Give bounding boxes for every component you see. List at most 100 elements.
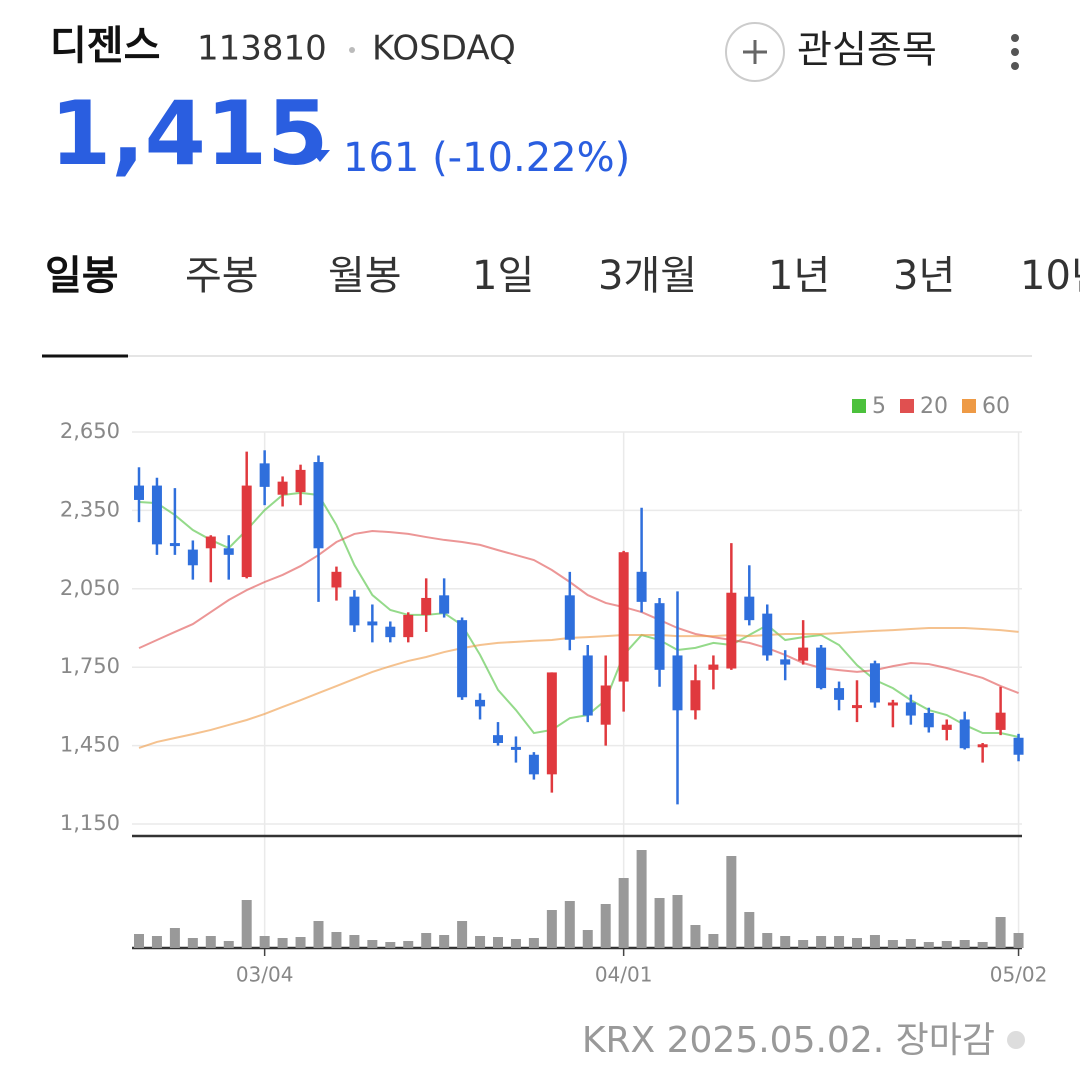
volume-bar xyxy=(995,917,1006,948)
dot xyxy=(1011,62,1019,70)
candle-body xyxy=(636,571,647,602)
volume-bar xyxy=(941,941,952,948)
tab[interactable]: 3년 xyxy=(893,253,955,299)
price: 1,415 xyxy=(50,82,328,185)
volume-bar xyxy=(636,850,647,948)
watch-button[interactable]: 관심종목 xyxy=(725,22,937,82)
x-tick-label: 04/01 xyxy=(595,963,653,987)
volume-bar xyxy=(510,939,521,948)
candle-body xyxy=(887,702,898,706)
volume-bar xyxy=(582,930,593,948)
volume-bar xyxy=(905,939,916,948)
candle-body xyxy=(923,712,934,728)
candle-body xyxy=(457,620,468,698)
volume-bar xyxy=(151,936,162,948)
volume-bar xyxy=(780,936,791,948)
volume-bar xyxy=(205,936,216,948)
volume-bar xyxy=(708,934,719,948)
volume-bar xyxy=(852,938,862,948)
legend-label: 60 xyxy=(982,394,1010,419)
candle-body xyxy=(618,552,629,682)
candle-body xyxy=(780,659,791,665)
candle-body xyxy=(798,647,809,661)
candle-body xyxy=(134,485,144,500)
candle-body xyxy=(528,754,539,775)
status-dot xyxy=(1007,1031,1025,1049)
candle-body xyxy=(241,485,252,578)
candle-body xyxy=(385,626,396,638)
market: KOSDAQ xyxy=(372,29,516,69)
x-tick-label: 05/02 xyxy=(990,963,1048,987)
volume-bar xyxy=(654,898,665,948)
volume-bar xyxy=(618,878,629,948)
volume-bar xyxy=(241,900,252,948)
candle-body xyxy=(600,685,611,725)
candle-body xyxy=(277,481,288,495)
candle-body xyxy=(905,702,916,716)
tabs: 일봉 주봉 월봉 1일 3개월 1년 3년 10년 xyxy=(45,253,1080,299)
volume-bar xyxy=(457,921,468,948)
volume-bar xyxy=(834,936,845,948)
y-tick-label: 1,150 xyxy=(60,811,120,835)
volume-bar xyxy=(259,936,270,948)
candle-body xyxy=(295,469,306,493)
volume-bar xyxy=(223,941,234,948)
candle-body xyxy=(205,536,216,549)
candle-body xyxy=(223,548,234,555)
volume-bar xyxy=(385,942,396,948)
tab[interactable]: 10년 xyxy=(1020,253,1080,299)
tab[interactable]: 일봉 xyxy=(45,253,119,299)
volume-bar xyxy=(869,935,880,948)
ma-line xyxy=(138,627,1019,749)
volume-bar xyxy=(277,938,288,948)
tab[interactable]: 3개월 xyxy=(598,253,697,299)
candle-body xyxy=(869,663,880,703)
candle-body xyxy=(852,705,862,709)
plus-icon xyxy=(743,40,767,64)
volume-bar xyxy=(977,942,988,948)
volume-bar xyxy=(169,928,180,948)
volume-bar xyxy=(887,940,898,948)
volume-bar xyxy=(295,937,306,948)
volume-bar xyxy=(600,904,611,948)
candle-body xyxy=(169,543,180,547)
candle-body xyxy=(977,744,988,748)
candle-body xyxy=(959,719,970,749)
volume-bar xyxy=(798,940,809,948)
candle-body xyxy=(582,655,593,716)
watch-label: 관심종목 xyxy=(797,28,937,72)
candle-body xyxy=(816,647,827,689)
volume-bar xyxy=(564,901,575,948)
volume-bar xyxy=(959,940,970,948)
tab[interactable]: 월봉 xyxy=(328,253,402,299)
ma-line xyxy=(138,491,1019,738)
tab[interactable]: 주봉 xyxy=(185,253,259,299)
dot xyxy=(1011,34,1019,42)
candle-body xyxy=(367,621,378,626)
candle-body xyxy=(493,735,503,743)
down-arrow xyxy=(310,150,330,162)
candle-body xyxy=(259,463,270,487)
volume-bar xyxy=(349,935,360,948)
ma-line xyxy=(138,530,1019,695)
y-tick-label: 1,750 xyxy=(60,654,120,678)
volume-bar xyxy=(403,941,414,948)
volume-bar xyxy=(726,856,737,948)
candle-body xyxy=(421,597,432,615)
candle-body xyxy=(510,746,521,750)
candle-body xyxy=(187,549,198,566)
more-menu[interactable] xyxy=(1011,34,1019,70)
tab[interactable]: 1일 xyxy=(472,253,534,299)
plus-circle xyxy=(725,22,785,82)
volume-bar xyxy=(923,942,934,948)
volume-bar xyxy=(439,935,450,948)
legend-label: 5 xyxy=(872,394,886,419)
volume-bar xyxy=(762,933,773,948)
volume-bar xyxy=(475,936,486,948)
legend-label: 20 xyxy=(920,394,948,419)
legend-swatch xyxy=(852,399,866,413)
candle-body xyxy=(690,680,701,711)
volume-bar xyxy=(528,938,539,948)
tab[interactable]: 1년 xyxy=(768,253,830,299)
candle-body xyxy=(744,596,755,621)
